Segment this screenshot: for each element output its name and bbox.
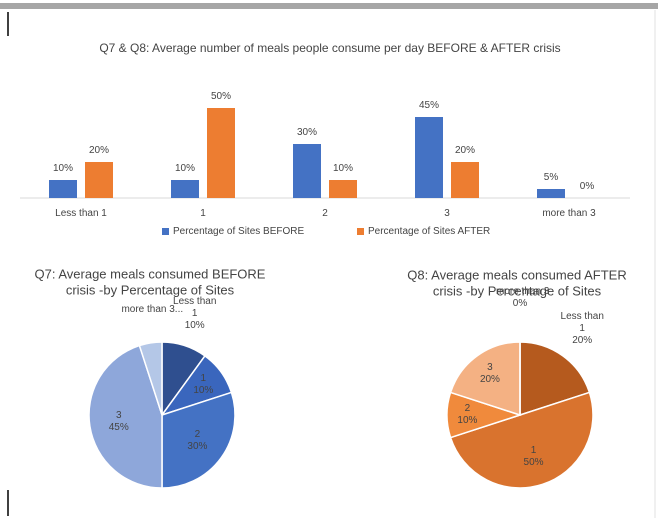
legend-label: Percentage of Sites BEFORE bbox=[173, 226, 305, 237]
value-label: 30% bbox=[187, 440, 208, 452]
pie-slice bbox=[449, 391, 594, 489]
category-label: Less than 1 bbox=[560, 311, 604, 335]
data-label: 10% bbox=[52, 163, 74, 174]
category-label: 2 bbox=[194, 428, 201, 440]
slice-label: Less than 1 20% bbox=[558, 311, 606, 347]
data-label: 30% bbox=[296, 127, 318, 138]
category-label: 3 bbox=[487, 361, 493, 373]
data-label: 20% bbox=[454, 145, 476, 156]
category-label: 2 bbox=[464, 403, 471, 414]
bar bbox=[537, 189, 565, 198]
x-tick-label: 3 bbox=[444, 208, 450, 219]
data-label: 50% bbox=[210, 91, 232, 102]
legend-label: Percentage of Sites AFTER bbox=[368, 226, 491, 237]
x-tick-label: more than 3 bbox=[542, 208, 596, 219]
value-label: 20% bbox=[572, 335, 593, 347]
legend-swatch bbox=[357, 228, 364, 235]
category-label: more than 3... bbox=[121, 304, 184, 316]
data-label: 45% bbox=[418, 100, 440, 111]
bar bbox=[85, 162, 113, 198]
slice-label: 2 30% bbox=[173, 429, 221, 453]
category-label: 1 bbox=[530, 444, 537, 456]
slice-label: Less than 1 10% bbox=[171, 296, 219, 332]
chart-title: Q7: Average meals consumed BEFORE crisis… bbox=[34, 266, 266, 297]
value-label: 10% bbox=[193, 384, 214, 396]
data-label: 10% bbox=[174, 163, 196, 174]
slice-label: 1 10% bbox=[179, 373, 227, 397]
data-label: 20% bbox=[88, 145, 110, 156]
value-label: 10% bbox=[457, 415, 478, 426]
pie-slice bbox=[88, 344, 163, 489]
pie-slice bbox=[449, 341, 521, 417]
slice-label: 1 50% bbox=[510, 445, 558, 469]
data-label: 0% bbox=[579, 181, 595, 192]
category-label: more than 3 bbox=[496, 286, 550, 298]
bar bbox=[49, 180, 77, 198]
x-tick-label: 1 bbox=[200, 208, 206, 219]
bar bbox=[329, 180, 357, 198]
value-label: 10% bbox=[184, 320, 205, 332]
legend-swatch bbox=[162, 228, 169, 235]
slice-label: 3 45% bbox=[95, 410, 143, 434]
slice-label: more than 3 0% bbox=[496, 286, 550, 310]
slice-label: more than 3... bbox=[121, 304, 184, 316]
bar bbox=[415, 117, 443, 198]
chart-title: Q8: Average meals consumed AFTER crisis … bbox=[407, 267, 627, 298]
value-label: 45% bbox=[108, 421, 129, 433]
x-tick-label: Less than 1 bbox=[55, 208, 107, 219]
pie-slice bbox=[138, 341, 163, 416]
bar bbox=[207, 108, 235, 198]
x-tick-label: 2 bbox=[322, 208, 328, 219]
category-label: 1 bbox=[200, 372, 207, 384]
pie-slice bbox=[161, 391, 236, 489]
slice-label: 3 20% bbox=[466, 362, 514, 386]
chart-title: Q7 & Q8: Average number of meals people … bbox=[99, 40, 561, 55]
value-label: 20% bbox=[479, 373, 500, 385]
pie-slice bbox=[519, 341, 591, 417]
value-label: 50% bbox=[523, 456, 544, 468]
bar bbox=[293, 144, 321, 198]
bar bbox=[451, 162, 479, 198]
data-label: 10% bbox=[332, 163, 354, 174]
data-label: 5% bbox=[543, 172, 559, 183]
value-label: 0% bbox=[512, 298, 528, 310]
slice-label: 2 10% bbox=[443, 403, 491, 427]
category-label: 3 bbox=[115, 409, 122, 421]
top-bar bbox=[0, 3, 658, 9]
category-label: Less than 1 bbox=[173, 296, 217, 320]
bar bbox=[171, 180, 199, 198]
